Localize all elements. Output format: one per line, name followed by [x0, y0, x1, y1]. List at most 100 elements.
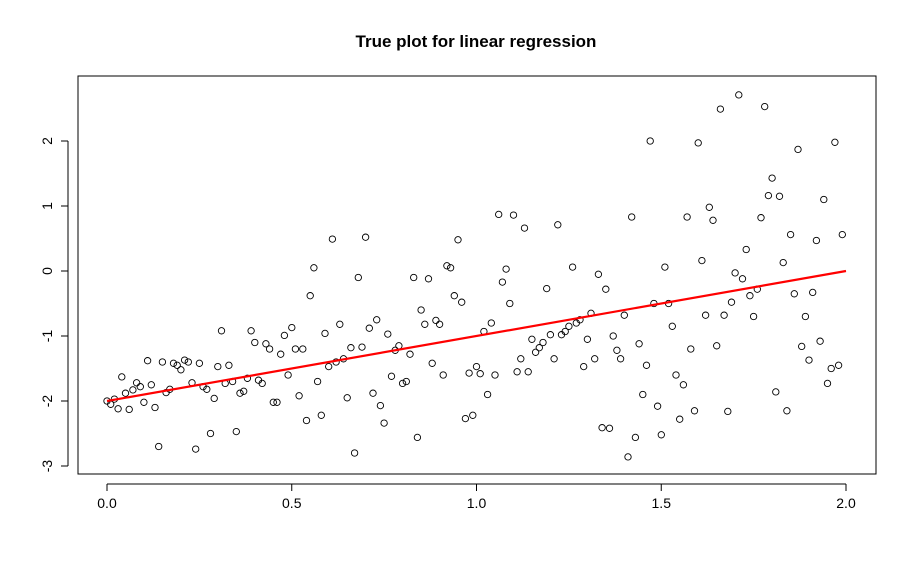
data-point — [809, 288, 817, 297]
regression-line — [106, 269, 847, 403]
data-point — [458, 298, 466, 306]
data-point — [413, 433, 422, 442]
data-point — [524, 368, 532, 376]
data-point — [798, 342, 806, 351]
data-point — [701, 311, 710, 319]
data-point — [325, 362, 333, 371]
y-tick-label: -2 — [39, 395, 55, 408]
data-point — [206, 429, 215, 438]
data-point — [410, 273, 418, 282]
data-point — [472, 362, 481, 371]
data-point — [354, 273, 362, 282]
data-point — [528, 335, 536, 343]
data-point — [151, 403, 159, 412]
data-point — [749, 312, 758, 321]
data-point — [657, 431, 665, 439]
data-point — [812, 236, 821, 245]
data-point — [535, 344, 543, 352]
data-point — [214, 362, 222, 371]
data-point — [417, 306, 425, 314]
data-point — [243, 374, 252, 382]
data-point — [483, 390, 492, 399]
data-point — [446, 264, 455, 272]
data-point — [439, 371, 447, 379]
data-point — [443, 262, 451, 270]
data-point — [265, 345, 274, 353]
y-axis: -3 -2 -1 0 1 2 — [39, 137, 69, 473]
data-point — [783, 407, 791, 415]
data-point — [690, 407, 699, 415]
data-point — [487, 319, 495, 327]
data-point — [195, 359, 204, 367]
data-point — [764, 191, 773, 200]
data-point — [402, 377, 410, 386]
data-point — [306, 292, 314, 300]
data-point — [513, 368, 521, 376]
data-point — [554, 221, 562, 229]
data-point — [295, 392, 303, 400]
data-point — [613, 346, 621, 354]
data-point — [180, 356, 189, 364]
data-point — [705, 203, 713, 211]
data-point — [543, 284, 551, 293]
data-point — [731, 269, 739, 277]
data-point — [639, 390, 647, 399]
chart-title: True plot for linear regression — [356, 32, 597, 51]
data-point — [321, 329, 329, 338]
data-point — [395, 342, 403, 350]
data-point — [347, 344, 355, 352]
data-point — [668, 322, 676, 330]
data-point — [546, 331, 555, 339]
data-point — [277, 350, 285, 358]
data-point — [605, 424, 614, 432]
data-point — [738, 275, 747, 283]
data-point — [561, 327, 569, 336]
data-point — [661, 263, 669, 271]
data-point — [251, 338, 259, 347]
data-point — [210, 394, 218, 403]
data-point — [155, 442, 163, 451]
data-point — [299, 345, 307, 353]
data-point — [369, 389, 377, 397]
data-point — [594, 270, 603, 278]
data-point — [140, 398, 148, 406]
data-point — [709, 216, 717, 224]
data-points — [103, 91, 846, 461]
data-point — [591, 355, 599, 363]
data-point — [742, 245, 750, 254]
data-point — [676, 415, 684, 423]
x-tick-label: 1.0 — [467, 495, 487, 511]
data-point — [310, 264, 318, 272]
data-point — [225, 361, 233, 369]
data-point — [509, 211, 518, 219]
data-point — [624, 453, 632, 461]
data-point — [831, 138, 839, 146]
data-point — [672, 371, 680, 379]
data-point — [775, 192, 784, 200]
data-point — [687, 345, 695, 353]
data-point — [273, 398, 281, 406]
plot-frame — [77, 75, 877, 475]
y-tick-label: -3 — [39, 460, 55, 473]
data-point — [768, 174, 776, 182]
data-point — [476, 370, 484, 378]
data-point — [520, 224, 529, 232]
data-point — [132, 379, 141, 387]
data-point — [450, 292, 458, 300]
data-point — [121, 389, 130, 397]
data-point — [143, 357, 152, 365]
data-point — [550, 355, 558, 363]
data-point — [454, 236, 462, 244]
data-point — [716, 105, 725, 113]
x-tick-label: 0.0 — [97, 495, 117, 511]
data-point — [727, 298, 736, 306]
data-point — [735, 91, 743, 99]
data-point — [158, 358, 167, 366]
data-point — [147, 381, 155, 389]
data-point — [384, 330, 392, 338]
y-tick-label: 2 — [39, 137, 55, 145]
data-point — [786, 230, 795, 239]
data-point — [129, 386, 137, 394]
data-point — [838, 230, 846, 239]
